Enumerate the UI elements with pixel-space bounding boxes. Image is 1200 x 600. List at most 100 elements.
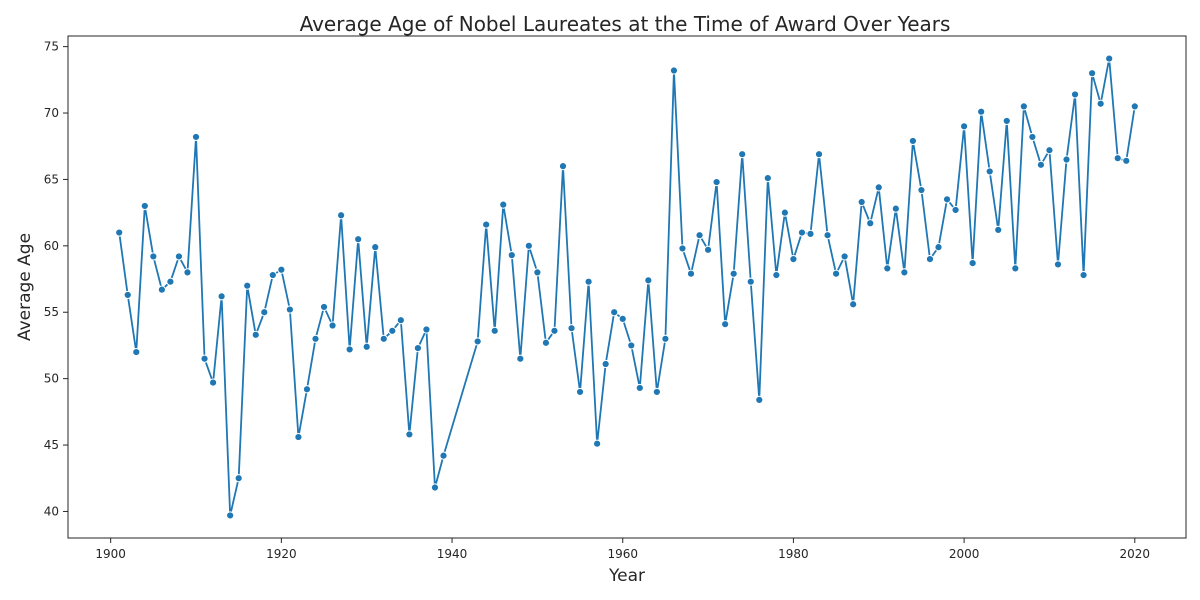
data-point-1915 xyxy=(234,474,243,483)
data-point-1911 xyxy=(200,354,209,363)
data-point-1936 xyxy=(413,343,423,353)
data-point-1984 xyxy=(823,231,832,240)
data-point-1916 xyxy=(243,281,252,290)
data-point-1935 xyxy=(405,430,414,439)
data-point-1912 xyxy=(208,378,218,387)
data-point-2018 xyxy=(1113,154,1122,163)
data-point-1988 xyxy=(857,197,866,207)
data-point-1980 xyxy=(789,255,798,264)
data-point-2000 xyxy=(960,122,969,131)
data-point-1947 xyxy=(507,251,516,260)
data-point-1963 xyxy=(644,276,653,285)
data-point-1962 xyxy=(635,383,644,393)
data-point-1977 xyxy=(763,174,772,183)
data-point-1957 xyxy=(593,439,602,448)
data-point-2010 xyxy=(1045,146,1054,155)
y-axis-label: Average Age xyxy=(15,233,35,341)
data-point-1909 xyxy=(183,268,192,277)
data-point-1959 xyxy=(610,308,619,317)
data-point-1907 xyxy=(166,277,175,286)
data-point-1930 xyxy=(362,342,371,351)
plot-frame xyxy=(67,35,1187,539)
data-point-1982 xyxy=(806,229,815,238)
data-point-1993 xyxy=(900,268,909,277)
data-point-1901 xyxy=(115,228,124,237)
y-tick-label-45: 45 xyxy=(44,438,59,452)
data-point-1972 xyxy=(721,320,730,329)
data-point-1979 xyxy=(780,208,789,217)
x-axis-label: Year xyxy=(608,566,645,586)
data-point-1938 xyxy=(430,483,440,492)
x-tick-label-1940: 1940 xyxy=(437,547,468,561)
data-point-1931 xyxy=(371,243,380,252)
data-point-1967 xyxy=(678,244,687,253)
data-point-2019 xyxy=(1122,156,1131,165)
data-point-1983 xyxy=(814,150,824,159)
data-point-1989 xyxy=(866,219,875,228)
data-point-1969 xyxy=(695,231,704,240)
data-point-2001 xyxy=(968,258,977,268)
data-point-1948 xyxy=(516,354,525,363)
data-point-1929 xyxy=(354,235,363,244)
data-point-2011 xyxy=(1053,260,1063,269)
x-tick-label-1920: 1920 xyxy=(266,547,297,561)
series-line xyxy=(118,58,1136,516)
data-point-1952 xyxy=(550,326,559,335)
y-axis-ticks: 40 45 50 55 60 65 70 75 xyxy=(44,40,68,518)
data-point-1904 xyxy=(140,201,149,211)
data-point-1921 xyxy=(285,305,294,314)
data-point-1978 xyxy=(772,270,781,280)
data-point-1951 xyxy=(541,338,551,347)
data-point-1966 xyxy=(669,66,679,75)
data-point-1927 xyxy=(336,211,346,220)
data-point-1905 xyxy=(149,252,158,261)
data-point-1974 xyxy=(738,150,747,159)
data-point-1961 xyxy=(627,341,636,350)
data-point-2005 xyxy=(1002,116,1011,126)
y-tick-label-65: 65 xyxy=(44,172,59,186)
data-point-1986 xyxy=(840,252,849,261)
x-tick-label-1900: 1900 xyxy=(95,547,126,561)
data-point-1987 xyxy=(849,300,858,309)
data-point-1923 xyxy=(302,385,312,394)
data-point-2020 xyxy=(1130,102,1139,111)
y-tick-label-40: 40 xyxy=(44,504,59,518)
axes xyxy=(67,35,1187,539)
data-point-2016 xyxy=(1096,99,1105,108)
data-point-1992 xyxy=(891,204,900,213)
data-point-1975 xyxy=(746,277,755,286)
data-point-1920 xyxy=(277,265,286,274)
data-point-1906 xyxy=(157,285,166,294)
data-point-2006 xyxy=(1011,264,1020,273)
data-point-1932 xyxy=(379,334,388,343)
data-point-1985 xyxy=(831,269,841,278)
data-point-2012 xyxy=(1062,155,1071,164)
chart-title: Average Age of Nobel Laureates at the Ti… xyxy=(300,12,951,36)
data-point-1976 xyxy=(755,395,764,404)
data-point-1937 xyxy=(422,325,431,334)
x-tick-label-2020: 2020 xyxy=(1120,547,1151,561)
data-point-1956 xyxy=(584,277,593,286)
y-tick-label-70: 70 xyxy=(44,106,59,120)
data-point-1926 xyxy=(328,321,337,330)
data-point-1990 xyxy=(874,183,883,192)
data-point-1910 xyxy=(191,132,201,142)
data-point-1950 xyxy=(533,268,542,277)
data-point-1973 xyxy=(729,269,738,278)
data-point-1944 xyxy=(482,220,491,229)
data-point-1922 xyxy=(294,432,303,442)
data-point-1996 xyxy=(925,255,935,264)
data-point-1914 xyxy=(226,511,235,520)
data-point-2003 xyxy=(985,167,994,176)
y-tick-label-50: 50 xyxy=(44,372,59,386)
data-point-1943 xyxy=(473,337,482,346)
data-point-1918 xyxy=(260,308,269,317)
data-point-1998 xyxy=(942,195,952,204)
data-point-1908 xyxy=(174,252,184,261)
data-point-1964 xyxy=(652,387,661,397)
data-point-2017 xyxy=(1105,54,1114,63)
data-point-2015 xyxy=(1088,69,1097,78)
data-point-1949 xyxy=(524,241,533,250)
data-point-1971 xyxy=(712,177,721,187)
data-point-1965 xyxy=(661,334,670,343)
